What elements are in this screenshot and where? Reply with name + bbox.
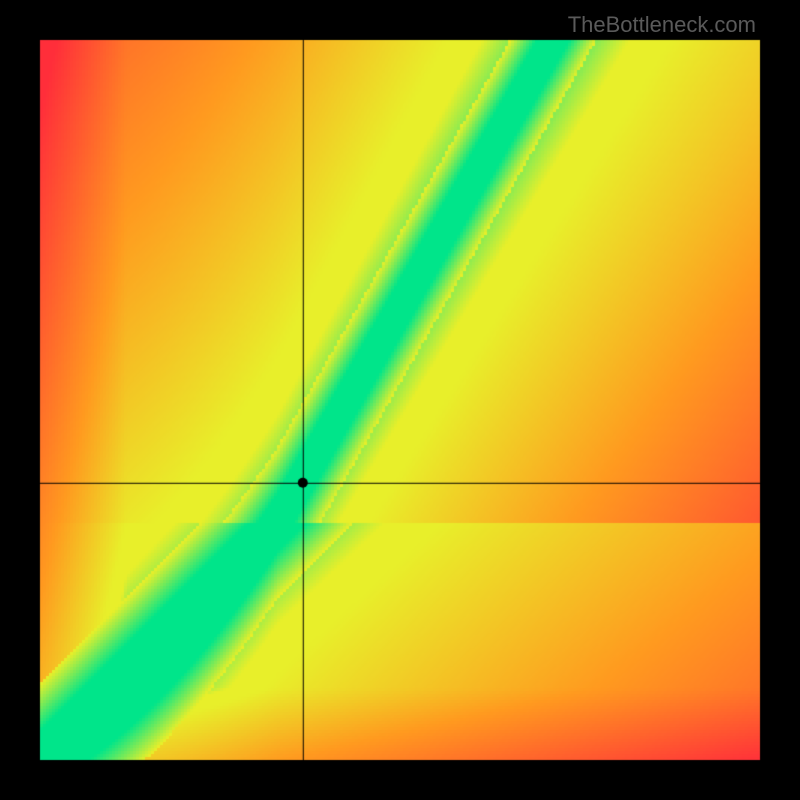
bottleneck-heatmap [0, 0, 800, 800]
chart-container: TheBottleneck.com [0, 0, 800, 800]
watermark-text: TheBottleneck.com [568, 12, 756, 38]
